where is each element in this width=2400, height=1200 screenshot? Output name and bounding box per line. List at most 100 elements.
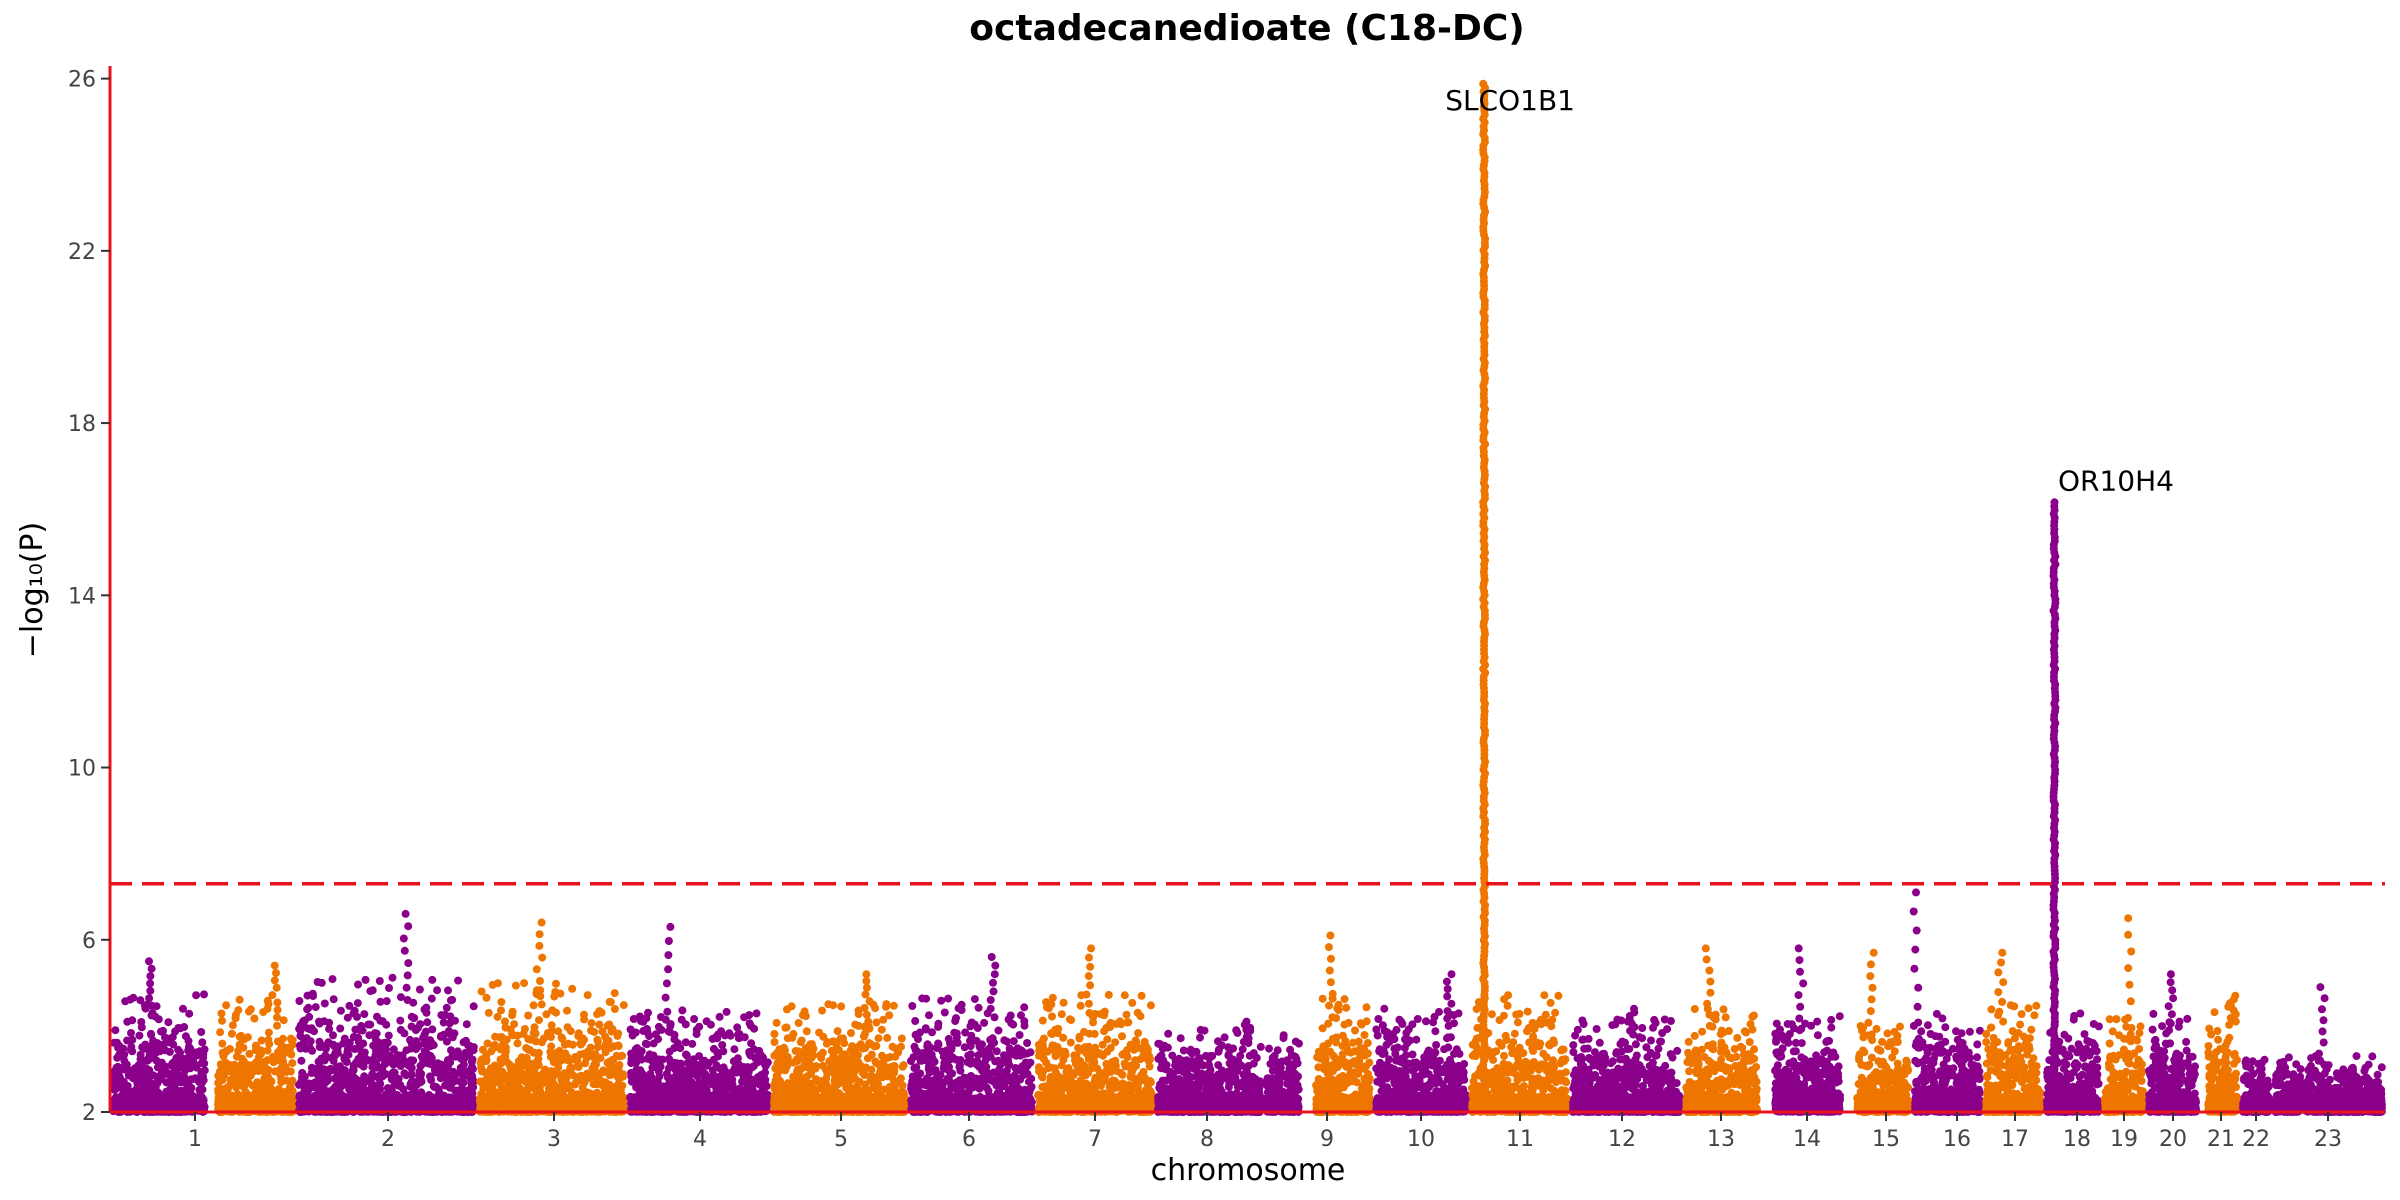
data-point [216,1028,224,1036]
data-point [451,1017,459,1025]
data-point [486,1078,494,1086]
data-point [200,1076,208,1084]
data-point [353,1013,361,1021]
data-point [299,1096,307,1104]
data-point [145,957,153,965]
data-point [587,1049,595,1057]
data-point [510,1020,518,1028]
data-point [164,1095,172,1103]
data-point [366,987,374,995]
data-point [396,1017,404,1025]
data-point [146,979,154,987]
data-point [548,1027,556,1035]
data-point [530,1029,538,1037]
data-point [606,1096,614,1104]
data-point [530,1001,538,1009]
data-point [111,1101,119,1109]
data-point [441,1011,449,1019]
data-point [384,1039,392,1047]
data-point [607,998,615,1006]
data-point [137,1094,145,1102]
data-point [371,1082,379,1090]
data-point [603,1036,611,1044]
data-point [343,1048,351,1056]
data-point [522,1044,530,1052]
data-point [430,1041,438,1049]
data-point [253,1094,261,1102]
data-point [255,1067,263,1075]
data-point [616,1074,624,1082]
data-point [328,1066,336,1074]
data-point [571,1081,579,1089]
data-point [198,1051,206,1059]
data-point [416,986,424,994]
data-point [584,991,592,999]
data-point [421,1006,429,1014]
data-point [382,1021,390,1029]
data-point [436,1101,444,1109]
data-point [581,1059,589,1067]
data-point [156,1041,164,1049]
data-point [297,1021,305,1029]
data-point [418,1060,426,1068]
data-point [220,1052,228,1060]
data-point [135,1032,143,1040]
data-point [274,1006,282,1014]
data-point [245,1008,253,1016]
data-point [466,1075,474,1083]
data-point [308,1101,316,1109]
data-point [583,1098,591,1106]
data-point [350,1062,358,1070]
data-point [286,1084,294,1092]
data-points [109,80,2386,1116]
data-point [429,1059,437,1067]
data-point [123,1061,131,1069]
data-point [533,965,541,973]
data-point [690,1015,698,1023]
data-point [185,1037,193,1045]
data-point [320,1065,328,1073]
data-point [580,1015,588,1023]
data-point [399,1051,407,1059]
data-point [115,1066,123,1074]
data-point [240,1035,248,1043]
data-point [593,1055,601,1063]
data-point [222,1001,230,1009]
data-point [304,1025,312,1033]
data-point [144,1055,152,1063]
data-point [525,1081,533,1089]
data-point [330,995,338,1003]
data-point [597,1097,605,1105]
data-point [127,1046,135,1054]
data-point [311,1078,319,1086]
data-point [417,1093,425,1101]
data-point [121,997,129,1005]
data-point [632,1029,640,1037]
data-point [198,1068,206,1076]
data-point [113,1084,121,1092]
data-point [565,1040,573,1048]
data-point [277,1075,285,1083]
data-point [187,1075,195,1083]
data-point [272,969,280,977]
data-point [269,1053,277,1061]
data-point [316,1093,324,1101]
data-point [540,1035,548,1043]
data-point [710,1045,718,1053]
data-point [509,1008,517,1016]
data-point [449,1033,457,1041]
data-point [676,1044,684,1052]
data-point [151,1101,159,1109]
data-point [164,1018,172,1026]
data-point [524,1035,532,1043]
data-point [404,922,412,930]
data-point [620,1001,628,1009]
data-point [166,1086,174,1094]
data-point [390,1097,398,1105]
data-point [614,1030,622,1038]
data-point [487,1101,495,1109]
data-point [428,995,436,1003]
data-point [321,1000,329,1008]
data-point [198,1059,206,1067]
